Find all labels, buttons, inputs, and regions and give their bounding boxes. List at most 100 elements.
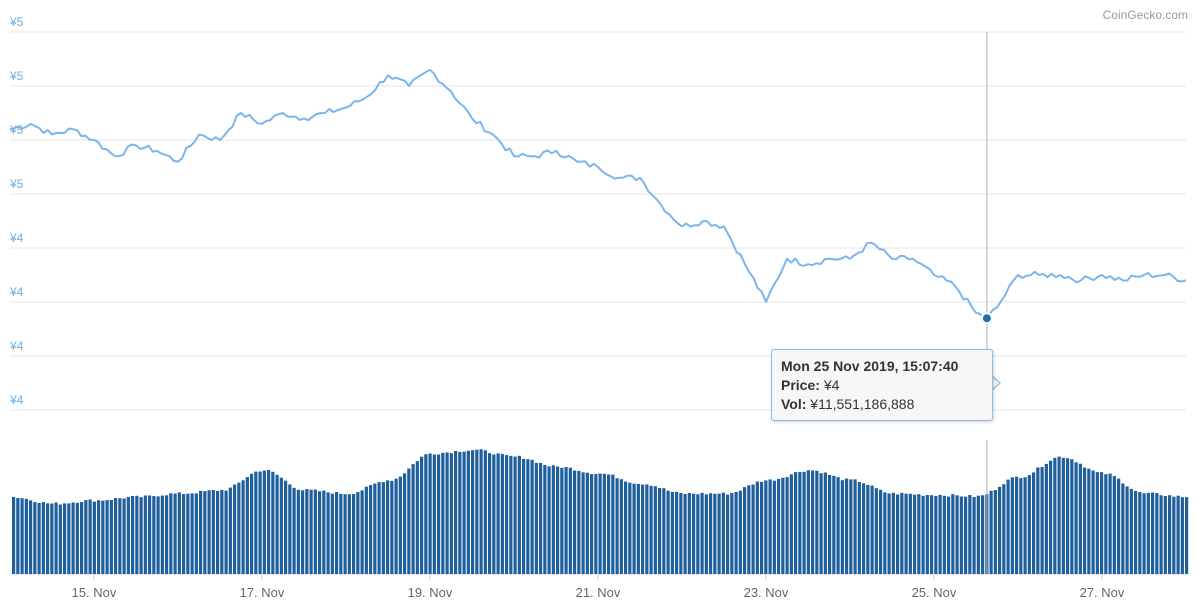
volume-bar [709, 493, 713, 574]
volume-bar [1032, 472, 1036, 574]
volume-bar [339, 493, 343, 574]
volume-bar [602, 473, 606, 574]
volume-bar [97, 500, 101, 574]
volume-bar [704, 494, 708, 574]
volume-bar [186, 493, 190, 574]
volume-bar [636, 483, 640, 574]
volume-bar [755, 481, 759, 574]
volume-bar [466, 450, 470, 574]
volume-bar [760, 481, 764, 574]
volume-bar [275, 474, 279, 574]
volume-bar [981, 495, 985, 574]
volume-bar [568, 467, 572, 574]
volume-bar [1185, 497, 1189, 574]
volume-bar [968, 495, 972, 574]
tooltip-vol-row: Vol: ¥11,551,186,888 [781, 395, 983, 414]
volume-bar [88, 499, 92, 574]
volume-bar [734, 491, 738, 574]
x-tick-label: 27. Nov [1080, 585, 1125, 600]
volume-bar [16, 498, 20, 574]
volume-bar [768, 479, 772, 574]
volume-bar [815, 470, 819, 574]
volume-bar [237, 482, 241, 574]
volume-bar [364, 486, 368, 574]
volume-bar [403, 473, 407, 574]
volume-bar [853, 479, 857, 574]
volume-bar [1044, 463, 1048, 574]
volume-bar [517, 455, 521, 574]
volume-bar [1134, 490, 1138, 574]
volume-bar [874, 488, 878, 574]
volume-bar [1104, 474, 1108, 574]
volume-bar [772, 480, 776, 574]
y-tick-label: ¥5 [9, 123, 24, 137]
volume-bar [1151, 492, 1155, 574]
volume-bar [662, 488, 666, 574]
volume-bar [313, 489, 317, 574]
volume-bar [326, 492, 330, 574]
x-tick-label: 17. Nov [240, 585, 285, 600]
volume-bar [951, 494, 955, 574]
volume-bar [71, 502, 75, 574]
volume-bar [471, 450, 475, 574]
volume-bar [887, 493, 891, 574]
volume-bar [394, 478, 398, 574]
volume-bar [109, 500, 113, 574]
volume-bar [160, 495, 164, 574]
volume-bar [148, 495, 152, 574]
volume-bar [1125, 486, 1129, 574]
volume-bar [930, 495, 934, 574]
volume-bar [789, 474, 793, 574]
volume-bar [233, 484, 237, 574]
volume-bar [624, 481, 628, 574]
volume-bar [292, 487, 296, 574]
volume-bar [781, 477, 785, 574]
volume-bar [615, 478, 619, 574]
volume-bar [1121, 483, 1125, 574]
tooltip-price-row: Price: ¥4 [781, 376, 983, 395]
volume-bar [1095, 472, 1099, 574]
volume-bar [449, 453, 453, 574]
volume-bar [245, 477, 249, 574]
volume-bar [428, 453, 432, 574]
volume-bar [764, 480, 768, 574]
volume-bar [1006, 479, 1010, 574]
volume-bar [386, 480, 390, 574]
volume-bar [284, 480, 288, 574]
volume-bar [271, 471, 275, 574]
volume-bar [696, 494, 700, 574]
volume-bar [479, 449, 483, 574]
volume-bar [1070, 459, 1074, 574]
credit-link[interactable]: CoinGecko.com [1102, 8, 1188, 22]
volume-bar [585, 472, 589, 574]
volume-bar [343, 494, 347, 574]
volume-bar [1027, 475, 1031, 574]
volume-bar [819, 473, 823, 574]
volume-bar [717, 493, 721, 574]
volume-bar [1142, 493, 1146, 574]
volume-bar [857, 482, 861, 574]
volume-bar [1168, 495, 1172, 574]
volume-bar [356, 492, 360, 574]
volume-bar [1040, 467, 1044, 574]
volume-bar [551, 465, 555, 574]
volume-bar [80, 502, 84, 574]
volume-bar [1053, 457, 1057, 574]
hover-marker[interactable] [980, 312, 993, 325]
volume-bar [679, 493, 683, 574]
volume-bar [75, 502, 79, 574]
volume-bar [288, 484, 292, 574]
volume-bar [713, 493, 717, 574]
volume-bar [900, 492, 904, 574]
volume-bar [46, 503, 50, 574]
volume-bar [207, 490, 211, 574]
x-tick-label: 21. Nov [576, 585, 621, 600]
y-tick-label: ¥5 [9, 177, 24, 191]
tooltip-price-key: Price: [781, 377, 820, 393]
volume-bar [1138, 492, 1142, 574]
volume-bar [373, 483, 377, 574]
volume-bar [611, 474, 615, 574]
volume-bar [105, 500, 109, 574]
y-tick-label: ¥4 [9, 285, 24, 299]
volume-bar [743, 487, 747, 574]
